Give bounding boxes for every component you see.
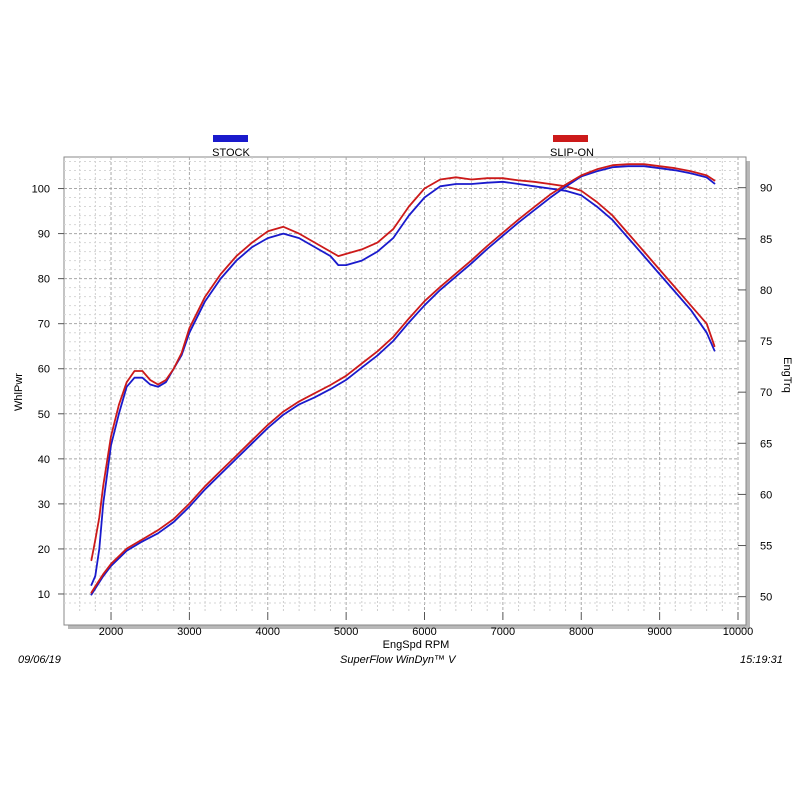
legend-swatch-stock bbox=[213, 135, 248, 142]
x-tick-label: 6000 bbox=[412, 626, 436, 638]
line-slip-on-engtrq bbox=[90, 163, 716, 594]
y-left-axis-label: WhlPwr bbox=[13, 373, 25, 411]
y-left-tick-label: 80 bbox=[38, 274, 50, 286]
y-right-tick-label: 85 bbox=[760, 234, 772, 246]
grid bbox=[63, 156, 750, 629]
series-lines bbox=[90, 163, 716, 596]
y-left-tick-label: 70 bbox=[38, 319, 50, 331]
x-tick-label: 7000 bbox=[491, 626, 515, 638]
legend-label-slip-on: SLIP-ON bbox=[550, 147, 594, 159]
x-tick-label: 5000 bbox=[334, 626, 358, 638]
line-stock-engtrq bbox=[90, 165, 716, 596]
x-tick-label: 3000 bbox=[177, 626, 201, 638]
y-left-tick-label: 40 bbox=[38, 454, 50, 466]
footer-time: 15:19:31 bbox=[740, 654, 783, 666]
legend-label-stock: STOCK bbox=[212, 147, 250, 159]
y-right-tick-label: 75 bbox=[760, 336, 772, 348]
axes: 2000 3000 4000 5000 6000 7000 8000 9000 10000 10 2… bbox=[13, 183, 793, 651]
x-tick-label: 4000 bbox=[256, 626, 280, 638]
y-right-tick-label: 70 bbox=[760, 387, 772, 399]
footer-software: SuperFlow WinDyn™ V bbox=[340, 654, 456, 666]
y-right-tick-label: 50 bbox=[760, 592, 772, 604]
y-left-tick-label: 60 bbox=[38, 364, 50, 376]
y-left-tick-label: 30 bbox=[38, 499, 50, 511]
y-right-tick-label: 55 bbox=[760, 541, 772, 553]
x-axis-label: EngSpd RPM bbox=[383, 639, 450, 651]
y-right-tick-label: 90 bbox=[760, 183, 772, 195]
y-right-tick-label: 60 bbox=[760, 489, 772, 501]
y-right-tick-label: 80 bbox=[760, 285, 772, 297]
line-stock-whlpwr bbox=[90, 180, 716, 586]
footer-date: 09/06/19 bbox=[18, 654, 61, 666]
plot-frame bbox=[63, 156, 747, 626]
y-left-tick-label: 20 bbox=[38, 544, 50, 556]
y-right-tick-label: 65 bbox=[760, 438, 772, 450]
y-left-tick-label: 50 bbox=[38, 409, 50, 421]
legend: STOCK SLIP-ON bbox=[212, 135, 594, 159]
y-left-tick-label: 90 bbox=[38, 229, 50, 241]
legend-swatch-slip-on bbox=[553, 135, 588, 142]
y-left-tick-label: 100 bbox=[32, 184, 50, 196]
x-tick-label: 10000 bbox=[723, 626, 754, 638]
x-tick-label: 9000 bbox=[647, 626, 671, 638]
x-tick-label: 8000 bbox=[569, 626, 593, 638]
x-tick-label: 2000 bbox=[99, 626, 123, 638]
y-left-tick-label: 10 bbox=[38, 589, 50, 601]
y-right-axis-label: EngTrq bbox=[781, 357, 793, 393]
line-slip-on-whlpwr bbox=[90, 176, 716, 562]
